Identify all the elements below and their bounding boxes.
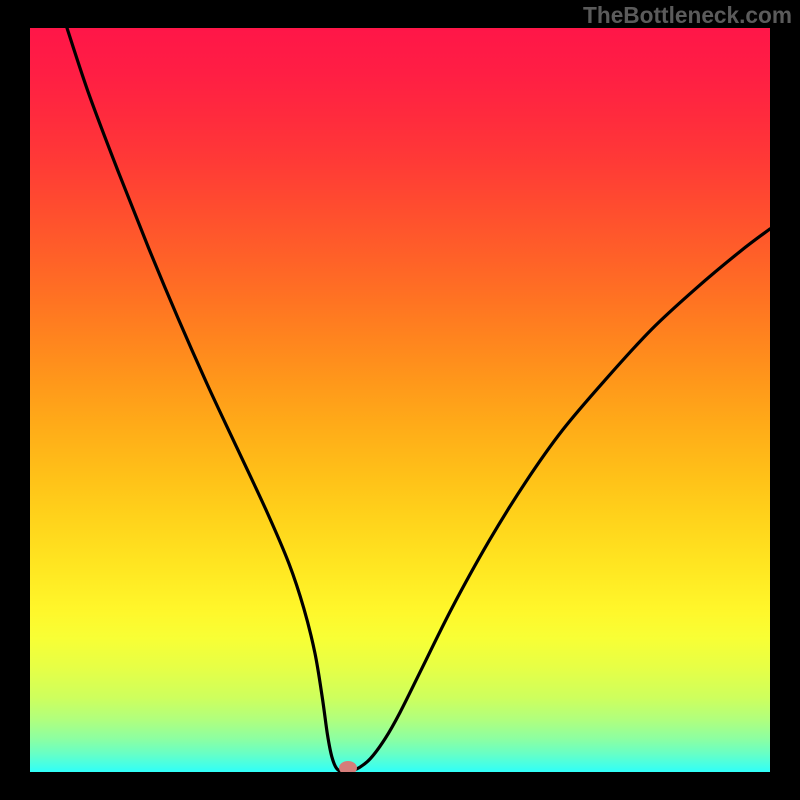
curve-path xyxy=(67,28,770,772)
chart-curve xyxy=(30,28,770,772)
watermark-text: TheBottleneck.com xyxy=(583,2,792,29)
chart-minimum-marker xyxy=(339,761,357,772)
plot-area xyxy=(30,28,770,772)
